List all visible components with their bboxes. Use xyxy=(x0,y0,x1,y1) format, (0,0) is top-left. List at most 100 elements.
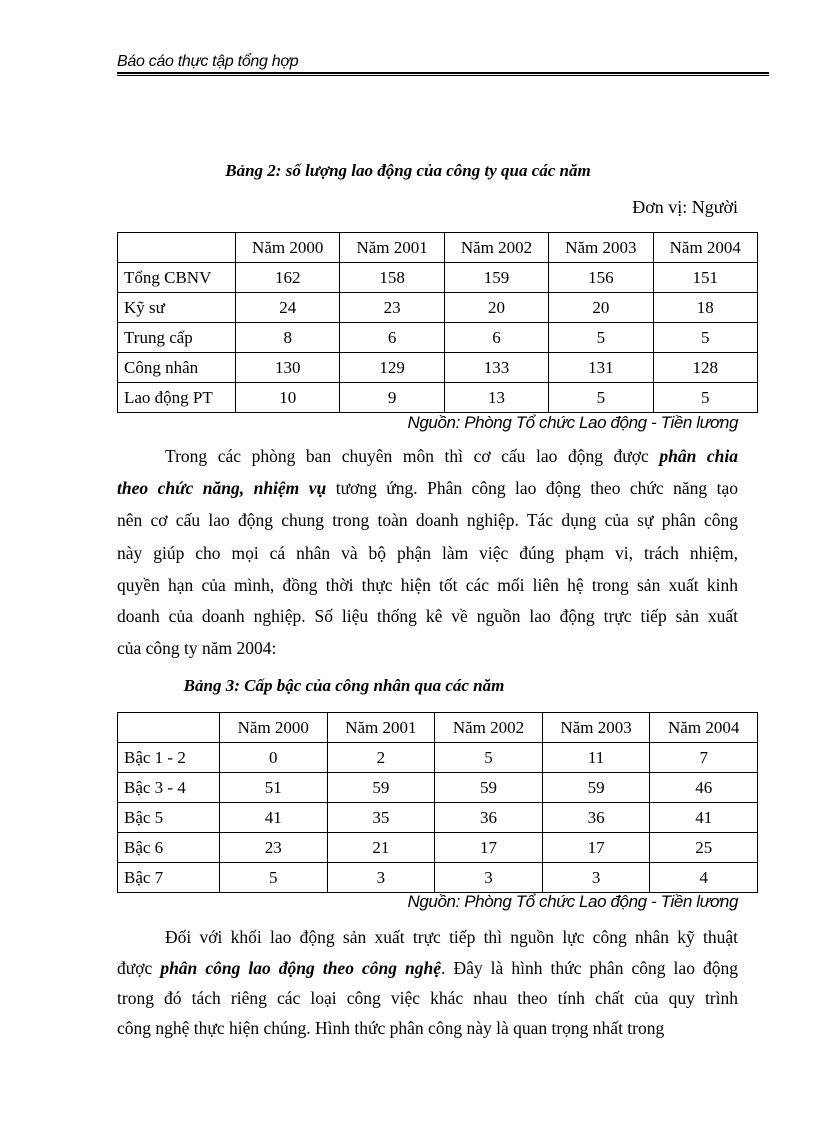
table-cell: 3 xyxy=(541,862,651,893)
row-label: Kỹ sư xyxy=(117,292,236,323)
table3-source: Nguồn: Phòng Tổ chức Lao động - Tiền lươ… xyxy=(407,892,738,911)
column-header: Năm 2003 xyxy=(548,232,654,263)
column-header: Năm 2002 xyxy=(434,712,543,743)
table-row: Bậc 6 23 21 17 17 25 xyxy=(117,832,758,863)
paragraph1-line: này giúp cho mọi cá nhân và bộ phận làm … xyxy=(117,543,738,563)
table-row: Lao động PT 10 9 13 5 5 xyxy=(117,382,759,413)
table-header-row: Năm 2000 Năm 2001 Năm 2002 Năm 2003 Năm 2004 xyxy=(117,712,758,743)
paragraph1-line: nên cơ cấu lao động chung trong toàn doa… xyxy=(117,510,738,530)
table3-caption: Bảng 3: Cấp bậc của công nhân qua các nă… xyxy=(183,676,505,695)
table-cell: 20 xyxy=(443,292,550,323)
paragraph1-line: Trong các phòng ban chuyên môn thì cơ cấ… xyxy=(117,446,738,467)
row-label: Công nhân xyxy=(117,352,236,383)
table-cell: 51 xyxy=(219,772,328,803)
table2-caption: Bảng 2: số lượng lao động của công ty qu… xyxy=(225,161,591,180)
page-header-title: Báo cáo thực tập tổng hợp xyxy=(117,53,299,70)
table-cell: 59 xyxy=(434,772,543,803)
table-cell: 5 xyxy=(548,382,654,413)
table-cell: 59 xyxy=(541,772,651,803)
table-row: Bậc 1 - 2 0 2 5 11 7 xyxy=(117,742,758,773)
row-label: Tổng CBNV xyxy=(117,262,236,293)
column-header: Năm 2000 xyxy=(234,232,341,263)
table-cell: 5 xyxy=(652,322,759,353)
table-cell: 4 xyxy=(649,862,758,893)
table-row: Tổng CBNV 162 158 159 156 151 xyxy=(117,262,759,293)
table-cell: 20 xyxy=(548,292,654,323)
table-cell: 0 xyxy=(219,742,328,773)
table-row: Công nhân 130 129 133 131 128 xyxy=(117,352,759,383)
emphasis-text: phân chia xyxy=(659,446,738,466)
row-label: Lao động PT xyxy=(117,382,236,413)
emphasis-text: theo chức năng, nhiệm vụ xyxy=(117,478,327,498)
table-cell: 59 xyxy=(326,772,436,803)
table3: Năm 2000 Năm 2001 Năm 2002 Năm 2003 Năm 2004… xyxy=(117,712,758,893)
table-cell: 5 xyxy=(434,742,543,773)
table2-source: Nguồn: Phòng Tổ chức Lao động - Tiền lươ… xyxy=(407,413,738,432)
table-cell: 3 xyxy=(434,862,543,893)
column-header: Năm 2002 xyxy=(443,232,550,263)
table-cell: 36 xyxy=(541,802,651,833)
table-cell: 41 xyxy=(649,802,758,833)
column-header xyxy=(117,232,236,263)
table2: Năm 2000 Năm 2001 Năm 2002 Năm 2003 Năm 2004… xyxy=(117,232,759,413)
column-header xyxy=(117,712,220,743)
row-label: Bậc 3 - 4 xyxy=(117,772,220,803)
paragraph1-line: theo chức năng, nhiệm vụ tương ứng. Phân… xyxy=(117,478,738,499)
table-cell: 3 xyxy=(326,862,436,893)
table-cell: 25 xyxy=(649,832,758,863)
row-label: Bậc 1 - 2 xyxy=(117,742,220,773)
table-cell: 23 xyxy=(339,292,445,323)
table-cell: 159 xyxy=(443,262,550,293)
table-cell: 18 xyxy=(652,292,759,323)
table-cell: 41 xyxy=(219,802,328,833)
column-header: Năm 2001 xyxy=(326,712,436,743)
table-cell: 13 xyxy=(443,382,550,413)
table-cell: 151 xyxy=(652,262,759,293)
table-cell: 35 xyxy=(326,802,436,833)
table-cell: 7 xyxy=(649,742,758,773)
table-row: Bậc 5 41 35 36 36 41 xyxy=(117,802,758,833)
row-label: Bậc 6 xyxy=(117,832,220,863)
table-row: Kỹ sư 24 23 20 20 18 xyxy=(117,292,759,323)
table-cell: 130 xyxy=(234,352,341,383)
table-cell: 129 xyxy=(339,352,445,383)
table-cell: 162 xyxy=(234,262,341,293)
table-cell: 11 xyxy=(541,742,651,773)
paragraph1-line: quyền hạn của mình, đồng thời thực hiện … xyxy=(117,575,738,595)
row-label: Trung cấp xyxy=(117,322,236,353)
table-row: Trung cấp 8 6 6 5 5 xyxy=(117,322,759,353)
header-divider xyxy=(117,72,769,76)
row-label: Bậc 7 xyxy=(117,862,220,893)
table-cell: 2 xyxy=(326,742,436,773)
table-cell: 36 xyxy=(434,802,543,833)
table-cell: 21 xyxy=(326,832,436,863)
table-cell: 9 xyxy=(339,382,445,413)
table-cell: 6 xyxy=(339,322,445,353)
emphasis-text: phân công lao động theo công nghệ xyxy=(160,958,442,978)
column-header: Năm 2000 xyxy=(219,712,328,743)
text: . Đây là hình thức phân công lao động xyxy=(441,958,738,978)
table-cell: 5 xyxy=(652,382,759,413)
paragraph2-line: trong đó tách riêng các loại công việc k… xyxy=(117,988,738,1008)
table-cell: 156 xyxy=(548,262,654,293)
table2-unit: Đơn vị: Người xyxy=(632,197,738,217)
table-cell: 23 xyxy=(219,832,328,863)
table-cell: 8 xyxy=(234,322,341,353)
table-cell: 6 xyxy=(443,322,550,353)
paragraph1-line: doanh của doanh nghiệp. Số liệu thống kê… xyxy=(117,606,738,626)
text: tương ứng. Phân công lao động theo chức … xyxy=(326,478,738,498)
paragraph2-line: Đối với khối lao động sản xuất trực tiếp… xyxy=(165,927,738,947)
table-cell: 133 xyxy=(443,352,550,383)
table-cell: 5 xyxy=(548,322,654,353)
column-header: Năm 2001 xyxy=(339,232,445,263)
text: Trong các phòng ban chuyên môn thì cơ cấ… xyxy=(165,446,660,466)
text: được xyxy=(117,958,161,978)
table-cell: 5 xyxy=(219,862,328,893)
table-cell: 46 xyxy=(649,772,758,803)
row-label: Bậc 5 xyxy=(117,802,220,833)
table-header-row: Năm 2000 Năm 2001 Năm 2002 Năm 2003 Năm 2004 xyxy=(117,232,759,263)
table-cell: 131 xyxy=(548,352,654,383)
table-cell: 17 xyxy=(434,832,543,863)
table-cell: 24 xyxy=(234,292,341,323)
